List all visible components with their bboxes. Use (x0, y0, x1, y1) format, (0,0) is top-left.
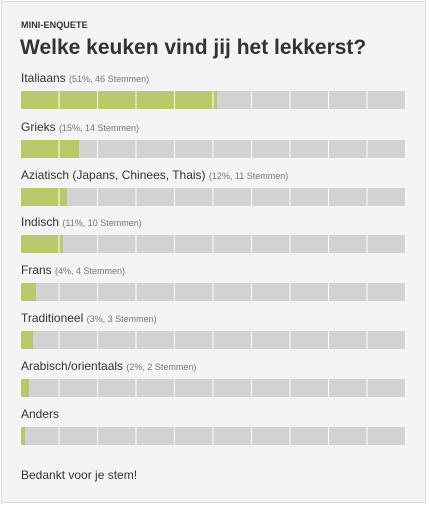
result-bar-fill (21, 379, 29, 397)
option-stats: (15%, 14 Stemmen) (59, 123, 140, 133)
poll-option-italiaans: Italiaans (51%, 46 Stemmen) (21, 71, 407, 109)
option-name: Arabisch/orientaals (21, 359, 124, 373)
option-stats: (4%, 4 Stemmen) (55, 266, 126, 276)
poll-option-indisch: Indisch (11%, 10 Stemmen) (21, 215, 407, 253)
option-stats: (51%, 46 Stemmen) (69, 74, 150, 84)
poll-option-anders: Anders (21, 407, 407, 445)
result-bar-fill (21, 283, 37, 301)
result-bar-fill (21, 188, 68, 206)
bar-gridlines (21, 427, 406, 445)
result-bar (21, 427, 406, 445)
poll-question: Welke keuken vind jij het lekkerst? (20, 36, 367, 59)
option-name: Frans (21, 263, 52, 277)
result-bar-fill (21, 427, 25, 445)
bar-gridlines (21, 379, 406, 397)
result-bar-fill (21, 140, 79, 158)
result-bar-fill (21, 235, 64, 253)
option-label: Frans (4%, 4 Stemmen) (21, 263, 407, 278)
bar-gridlines (21, 188, 406, 206)
option-name: Italiaans (21, 71, 66, 85)
option-name: Indisch (21, 215, 60, 229)
bar-gridlines (21, 235, 406, 253)
option-name: Traditioneel (21, 311, 84, 325)
option-label: Grieks (15%, 14 Stemmen) (21, 120, 407, 135)
option-name: Grieks (21, 120, 56, 134)
result-bar-fill (21, 331, 33, 349)
result-bar (21, 140, 406, 158)
bar-gridlines (21, 140, 406, 158)
thank-you-message: Bedankt voor je stem! (21, 468, 138, 482)
poll-option-traditioneel: Traditioneel (3%, 3 Stemmen) (21, 311, 407, 349)
result-bar (21, 188, 406, 206)
option-label: Anders (21, 407, 407, 422)
option-name: Anders (21, 407, 60, 421)
poll-option-arabisch: Arabisch/orientaals (2%, 2 Stemmen) (21, 359, 407, 397)
poll-kicker: MINI-ENQUETE (21, 20, 88, 30)
option-name: Aziatisch (Japans, Chinees, Thais) (21, 168, 206, 182)
option-label: Arabisch/orientaals (2%, 2 Stemmen) (21, 359, 407, 374)
result-bar (21, 379, 406, 397)
poll-option-frans: Frans (4%, 4 Stemmen) (21, 263, 407, 301)
bar-gridlines (21, 331, 406, 349)
option-stats: (3%, 3 Stemmen) (86, 314, 157, 324)
option-stats: (12%, 11 Stemmen) (208, 171, 289, 181)
option-label: Indisch (11%, 10 Stemmen) (21, 215, 407, 230)
result-bar-fill (21, 91, 218, 109)
poll-option-grieks: Grieks (15%, 14 Stemmen) (21, 120, 407, 158)
option-stats: (11%, 10 Stemmen) (62, 218, 142, 228)
option-label: Aziatisch (Japans, Chinees, Thais) (12%,… (21, 168, 407, 183)
option-stats: (2%, 2 Stemmen) (126, 362, 197, 372)
bar-gridlines (21, 283, 406, 301)
result-bar (21, 331, 406, 349)
result-bar (21, 91, 406, 109)
poll-option-aziatisch: Aziatisch (Japans, Chinees, Thais) (12%,… (21, 168, 407, 206)
option-label: Traditioneel (3%, 3 Stemmen) (21, 311, 407, 326)
result-bar (21, 283, 406, 301)
option-label: Italiaans (51%, 46 Stemmen) (21, 71, 407, 86)
result-bar (21, 235, 406, 253)
